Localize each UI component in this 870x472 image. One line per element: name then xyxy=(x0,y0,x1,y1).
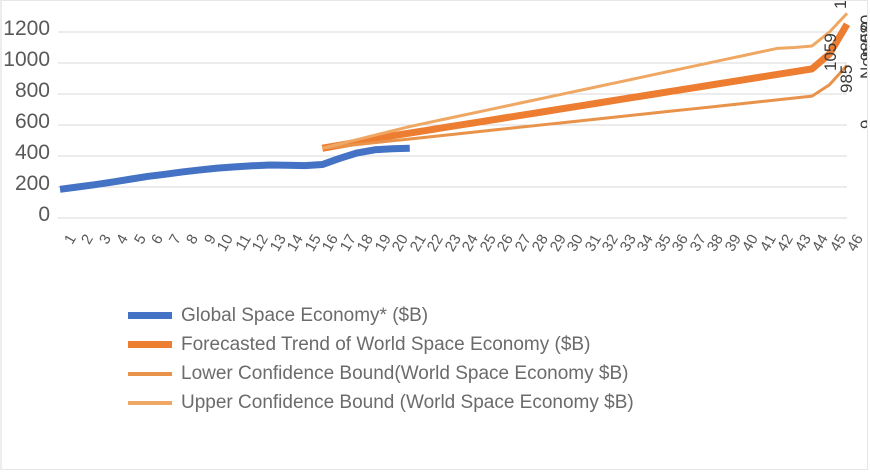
data-label: Non 080 xyxy=(857,14,868,79)
x-axis: 1 2 3 4 5 6 7 8 9 10 11 12 13 14 15 16 17 18 19 20 21 22 23 24 2… xyxy=(2,220,867,286)
legend-swatch xyxy=(128,312,172,319)
y-axis-tick: 1200 xyxy=(3,17,50,40)
legend-item[interactable]: Lower Confidence Bound(World Space Econo… xyxy=(128,359,748,388)
legend-item-label: Forecasted Trend of World Space Economy … xyxy=(181,334,591,355)
y-axis-tick: 0 xyxy=(38,203,50,226)
plot-svg xyxy=(58,12,851,219)
x-axis-tick: 46 xyxy=(843,231,867,255)
series-line xyxy=(322,64,849,150)
y-axis: 0 200 400 600 800 1000 1200 xyxy=(2,1,58,236)
series-line xyxy=(321,12,849,150)
legend-item[interactable]: Forecasted Trend of World Space Economy … xyxy=(128,330,748,359)
chart-legend: Global Space Economy* ($B) Forecasted Tre… xyxy=(128,301,748,417)
series-line xyxy=(321,22,851,152)
data-label: 1059 xyxy=(821,33,840,71)
legend-item[interactable]: Upper Confidence Bound (World Space Econ… xyxy=(128,388,748,417)
legend-item-label: Upper Confidence Bound (World Space Econ… xyxy=(181,392,634,413)
data-label: 9 xyxy=(857,120,867,129)
series-line xyxy=(59,144,410,193)
legend-swatch xyxy=(128,371,172,376)
data-label: 985 xyxy=(837,64,856,93)
legend-item[interactable]: Global Space Economy* ($B) xyxy=(128,301,748,330)
y-axis-tick: 400 xyxy=(14,141,50,164)
y-axis-tick: 600 xyxy=(14,110,50,133)
y-axis-tick: 800 xyxy=(14,79,50,102)
y-axis-tick: 1000 xyxy=(3,48,50,71)
legend-swatch xyxy=(128,341,172,348)
plot-area xyxy=(2,1,867,236)
series-lines xyxy=(59,12,851,193)
legend-item-label: Lower Confidence Bound(World Space Econo… xyxy=(181,363,629,384)
legend-swatch xyxy=(128,400,172,405)
legend-item-label: Global Space Economy* ($B) xyxy=(181,305,429,326)
data-label: 1 xyxy=(831,0,850,9)
y-axis-tick: 200 xyxy=(14,172,50,195)
